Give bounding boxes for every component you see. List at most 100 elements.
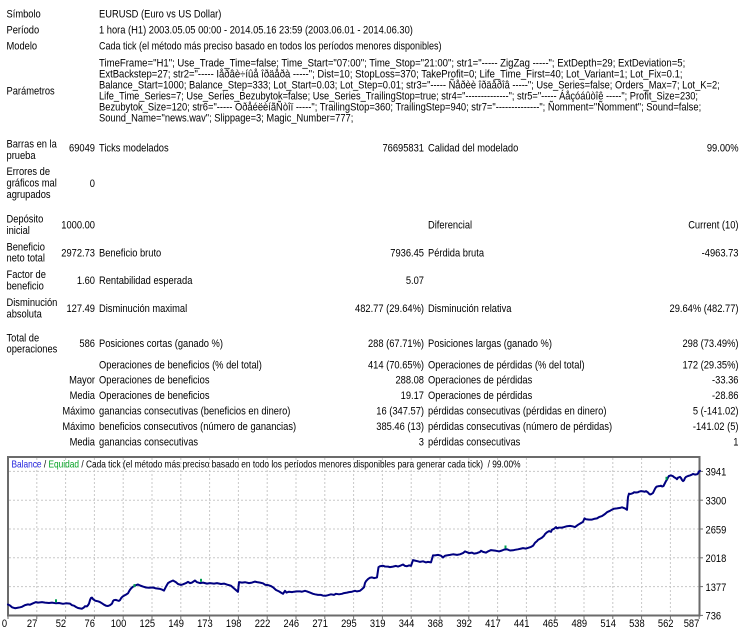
svg-text:76695831: 76695831 (382, 143, 424, 155)
svg-text:operaciones: operaciones (7, 344, 58, 356)
svg-text:19.17: 19.17 (401, 391, 425, 403)
svg-text:-141.02 (5): -141.02 (5) (693, 421, 739, 433)
svg-text:344: 344 (399, 618, 415, 630)
svg-text:Current (10): Current (10) (688, 220, 738, 232)
svg-text:Posiciones largas (ganado %): Posiciones largas (ganado %) (428, 338, 552, 350)
svg-text:295: 295 (341, 618, 357, 630)
svg-text:Máximo: Máximo (62, 421, 95, 433)
svg-text:Operaciones de pérdidas (% del: Operaciones de pérdidas (% del total) (428, 360, 585, 372)
svg-text:52: 52 (56, 618, 67, 630)
svg-text:Media: Media (70, 437, 96, 449)
svg-text:1: 1 (733, 437, 738, 449)
svg-text:1.60: 1.60 (77, 275, 95, 287)
svg-text:173: 173 (197, 618, 213, 630)
svg-text:TimeFrame="H1"; Use_Trade_Time: TimeFrame="H1"; Use_Trade_Time=false; Ti… (99, 58, 685, 70)
svg-text:Operaciones de beneficios: Operaciones de beneficios (99, 375, 209, 387)
svg-text:beneficio: beneficio (7, 281, 45, 293)
svg-text:538: 538 (629, 618, 645, 630)
svg-text:482.77 (29.64%): 482.77 (29.64%) (355, 303, 424, 315)
svg-text:beneficios consecutivos (númer: beneficios consecutivos (número de ganan… (99, 421, 296, 433)
svg-text:1377: 1377 (706, 582, 727, 594)
svg-text:392: 392 (456, 618, 472, 630)
svg-text:69049: 69049 (69, 143, 95, 155)
svg-text:1000.00: 1000.00 (61, 220, 95, 232)
svg-text:Balance_Start=1000; Balance_St: Balance_Start=1000; Balance_Step=333; Lo… (99, 78, 720, 92)
svg-text:271: 271 (312, 618, 328, 630)
svg-text:198: 198 (226, 618, 242, 630)
svg-text:0: 0 (2, 618, 7, 630)
svg-text:EURUSD (Euro vs US Dollar): EURUSD (Euro vs US Dollar) (99, 9, 221, 21)
svg-text:gráficos mal: gráficos mal (7, 178, 57, 190)
svg-text:-28.86: -28.86 (712, 391, 739, 403)
svg-text:Período: Período (7, 25, 40, 37)
svg-text:pérdidas consecutivas (pérdida: pérdidas consecutivas (pérdidas en diner… (428, 406, 606, 418)
svg-text:414 (70.65%): 414 (70.65%) (368, 360, 424, 372)
svg-text:Disminución relativa: Disminución relativa (428, 303, 512, 315)
svg-text:Pérdida bruta: Pérdida bruta (428, 248, 484, 260)
svg-text:Balance / Equidad / Cada tick: Balance / Equidad / Cada tick (el método… (12, 459, 521, 470)
svg-text:586: 586 (79, 338, 95, 350)
svg-text:Disminución: Disminución (7, 297, 58, 309)
svg-text:2018: 2018 (706, 553, 727, 565)
svg-text:Depósito: Depósito (7, 214, 44, 226)
svg-text:27: 27 (27, 618, 38, 630)
svg-text:16 (347.57): 16 (347.57) (376, 406, 424, 418)
svg-text:Media: Media (70, 391, 96, 403)
svg-text:Bezubytok_Size=120; str6="----: Bezubytok_Size=120; str6="----- Òðåéëèíã… (99, 100, 701, 114)
svg-text:99.00%: 99.00% (707, 143, 739, 155)
svg-text:Mayor: Mayor (69, 375, 95, 387)
svg-text:514: 514 (600, 618, 616, 630)
svg-text:-4963.73: -4963.73 (702, 248, 739, 260)
svg-text:Operaciones de pérdidas: Operaciones de pérdidas (428, 391, 532, 403)
svg-text:absoluta: absoluta (7, 309, 43, 321)
svg-text:Ticks modelados: Ticks modelados (99, 143, 169, 155)
svg-text:Máximo: Máximo (62, 406, 95, 418)
svg-text:Parámetros: Parámetros (7, 86, 55, 98)
svg-text:Errores de: Errores de (7, 167, 51, 179)
svg-text:Beneficio bruto: Beneficio bruto (99, 248, 162, 260)
svg-text:pérdidas consecutivas: pérdidas consecutivas (428, 437, 520, 449)
svg-text:100: 100 (111, 618, 127, 630)
svg-text:417: 417 (485, 618, 501, 630)
svg-text:5.07: 5.07 (406, 275, 424, 287)
svg-text:Total de: Total de (7, 333, 40, 345)
svg-text:76: 76 (85, 618, 96, 630)
svg-text:Símbolo: Símbolo (7, 9, 42, 21)
svg-text:2659: 2659 (706, 525, 727, 537)
svg-text:Modelo: Modelo (7, 41, 38, 53)
svg-text:222: 222 (255, 618, 271, 630)
svg-text:ganancias consecutivas (benefi: ganancias consecutivas (beneficios en di… (99, 406, 290, 418)
svg-text:inicial: inicial (7, 225, 30, 237)
svg-text:125: 125 (140, 618, 156, 630)
svg-text:ganancias consecutivas: ganancias consecutivas (99, 437, 198, 449)
svg-text:3941: 3941 (706, 467, 727, 479)
svg-text:246: 246 (284, 618, 300, 630)
svg-text:Operaciones de beneficios: Operaciones de beneficios (99, 391, 209, 403)
svg-text:3300: 3300 (706, 496, 727, 508)
svg-text:Posiciones cortas (ganado %): Posiciones cortas (ganado %) (99, 338, 223, 350)
svg-text:587: 587 (684, 618, 700, 630)
svg-text:prueba: prueba (7, 150, 36, 162)
svg-text:288 (67.71%): 288 (67.71%) (368, 338, 424, 350)
svg-text:neto total: neto total (7, 253, 45, 265)
svg-text:Barras en la: Barras en la (7, 139, 58, 151)
svg-text:-33.36: -33.36 (712, 375, 739, 387)
svg-text:29.64% (482.77): 29.64% (482.77) (670, 303, 739, 315)
svg-text:2972.73: 2972.73 (61, 248, 95, 260)
svg-text:736: 736 (706, 611, 722, 623)
svg-text:Disminución maximal: Disminución maximal (99, 303, 187, 315)
svg-text:441: 441 (514, 618, 530, 630)
svg-text:319: 319 (370, 618, 386, 630)
svg-text:3: 3 (419, 437, 424, 449)
svg-text:368: 368 (428, 618, 444, 630)
svg-text:5 (-141.02): 5 (-141.02) (693, 406, 739, 418)
svg-text:7936.45: 7936.45 (390, 248, 424, 260)
svg-text:Calidad del modelado: Calidad del modelado (428, 143, 519, 155)
svg-text:Life_Time_Series=7; Use_Series: Life_Time_Series=7; Use_Series_Bezubytok… (99, 89, 698, 103)
svg-text:Sound_Name="news.wav"; Slippag: Sound_Name="news.wav"; Slippage=3; Magic… (99, 113, 353, 125)
svg-text:562: 562 (658, 618, 674, 630)
svg-text:Cada tick (el método más preci: Cada tick (el método más preciso basado … (99, 41, 442, 53)
svg-text:385.46 (13): 385.46 (13) (376, 421, 424, 433)
svg-text:agrupados: agrupados (7, 189, 51, 201)
svg-text:Operaciones de pérdidas: Operaciones de pérdidas (428, 375, 532, 387)
